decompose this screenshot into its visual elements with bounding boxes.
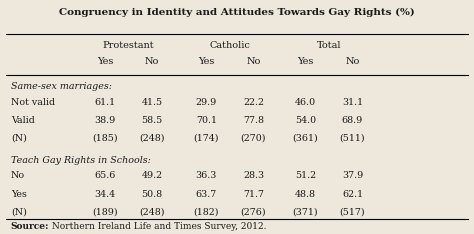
Text: 48.8: 48.8 (295, 190, 316, 199)
Text: (174): (174) (193, 134, 219, 143)
Text: 31.1: 31.1 (342, 98, 363, 107)
Text: 65.6: 65.6 (94, 172, 116, 180)
Text: 34.4: 34.4 (94, 190, 116, 199)
Text: Valid: Valid (11, 116, 35, 125)
Text: (185): (185) (92, 134, 118, 143)
Text: No: No (246, 57, 261, 66)
Text: 71.7: 71.7 (243, 190, 264, 199)
Text: 46.0: 46.0 (295, 98, 316, 107)
Text: (N): (N) (11, 134, 27, 143)
Text: 62.1: 62.1 (342, 190, 363, 199)
Text: (270): (270) (241, 134, 266, 143)
Text: 68.9: 68.9 (342, 116, 363, 125)
Text: Yes: Yes (198, 57, 215, 66)
Text: Yes: Yes (297, 57, 313, 66)
Text: (182): (182) (193, 208, 219, 217)
Text: Source:: Source: (11, 223, 49, 231)
Text: 70.1: 70.1 (196, 116, 217, 125)
Text: Same-sex marriages:: Same-sex marriages: (11, 82, 112, 91)
Text: Total: Total (317, 41, 341, 50)
Text: 61.1: 61.1 (94, 98, 116, 107)
Text: (517): (517) (340, 208, 365, 217)
Text: (248): (248) (139, 134, 165, 143)
Text: (371): (371) (292, 208, 318, 217)
Text: 41.5: 41.5 (142, 98, 163, 107)
Text: 29.9: 29.9 (196, 98, 217, 107)
Text: 37.9: 37.9 (342, 172, 363, 180)
Text: (511): (511) (340, 134, 365, 143)
Text: 51.2: 51.2 (295, 172, 316, 180)
Text: 58.5: 58.5 (142, 116, 163, 125)
Text: (N): (N) (11, 208, 27, 217)
Text: Protestant: Protestant (103, 41, 155, 50)
Text: 50.8: 50.8 (142, 190, 163, 199)
Text: Yes: Yes (11, 190, 27, 199)
Text: (189): (189) (92, 208, 118, 217)
Text: 38.9: 38.9 (94, 116, 116, 125)
Text: Yes: Yes (97, 57, 113, 66)
Text: 49.2: 49.2 (142, 172, 163, 180)
Text: 36.3: 36.3 (196, 172, 217, 180)
Text: 22.2: 22.2 (243, 98, 264, 107)
Text: (276): (276) (241, 208, 266, 217)
Text: (361): (361) (292, 134, 318, 143)
Text: Teach Gay Rights in Schools:: Teach Gay Rights in Schools: (11, 156, 151, 165)
Text: (248): (248) (139, 208, 165, 217)
Text: Catholic: Catholic (210, 41, 250, 50)
Text: 77.8: 77.8 (243, 116, 264, 125)
Text: No: No (345, 57, 360, 66)
Text: No: No (145, 57, 159, 66)
Text: Not valid: Not valid (11, 98, 55, 107)
Text: 63.7: 63.7 (196, 190, 217, 199)
Text: Congruency in Identity and Attitudes Towards Gay Rights (%): Congruency in Identity and Attitudes Tow… (59, 8, 415, 17)
Text: Northern Ireland Life and Times Survey, 2012.: Northern Ireland Life and Times Survey, … (49, 223, 267, 231)
Text: 28.3: 28.3 (243, 172, 264, 180)
Text: No: No (11, 172, 25, 180)
Text: 54.0: 54.0 (295, 116, 316, 125)
